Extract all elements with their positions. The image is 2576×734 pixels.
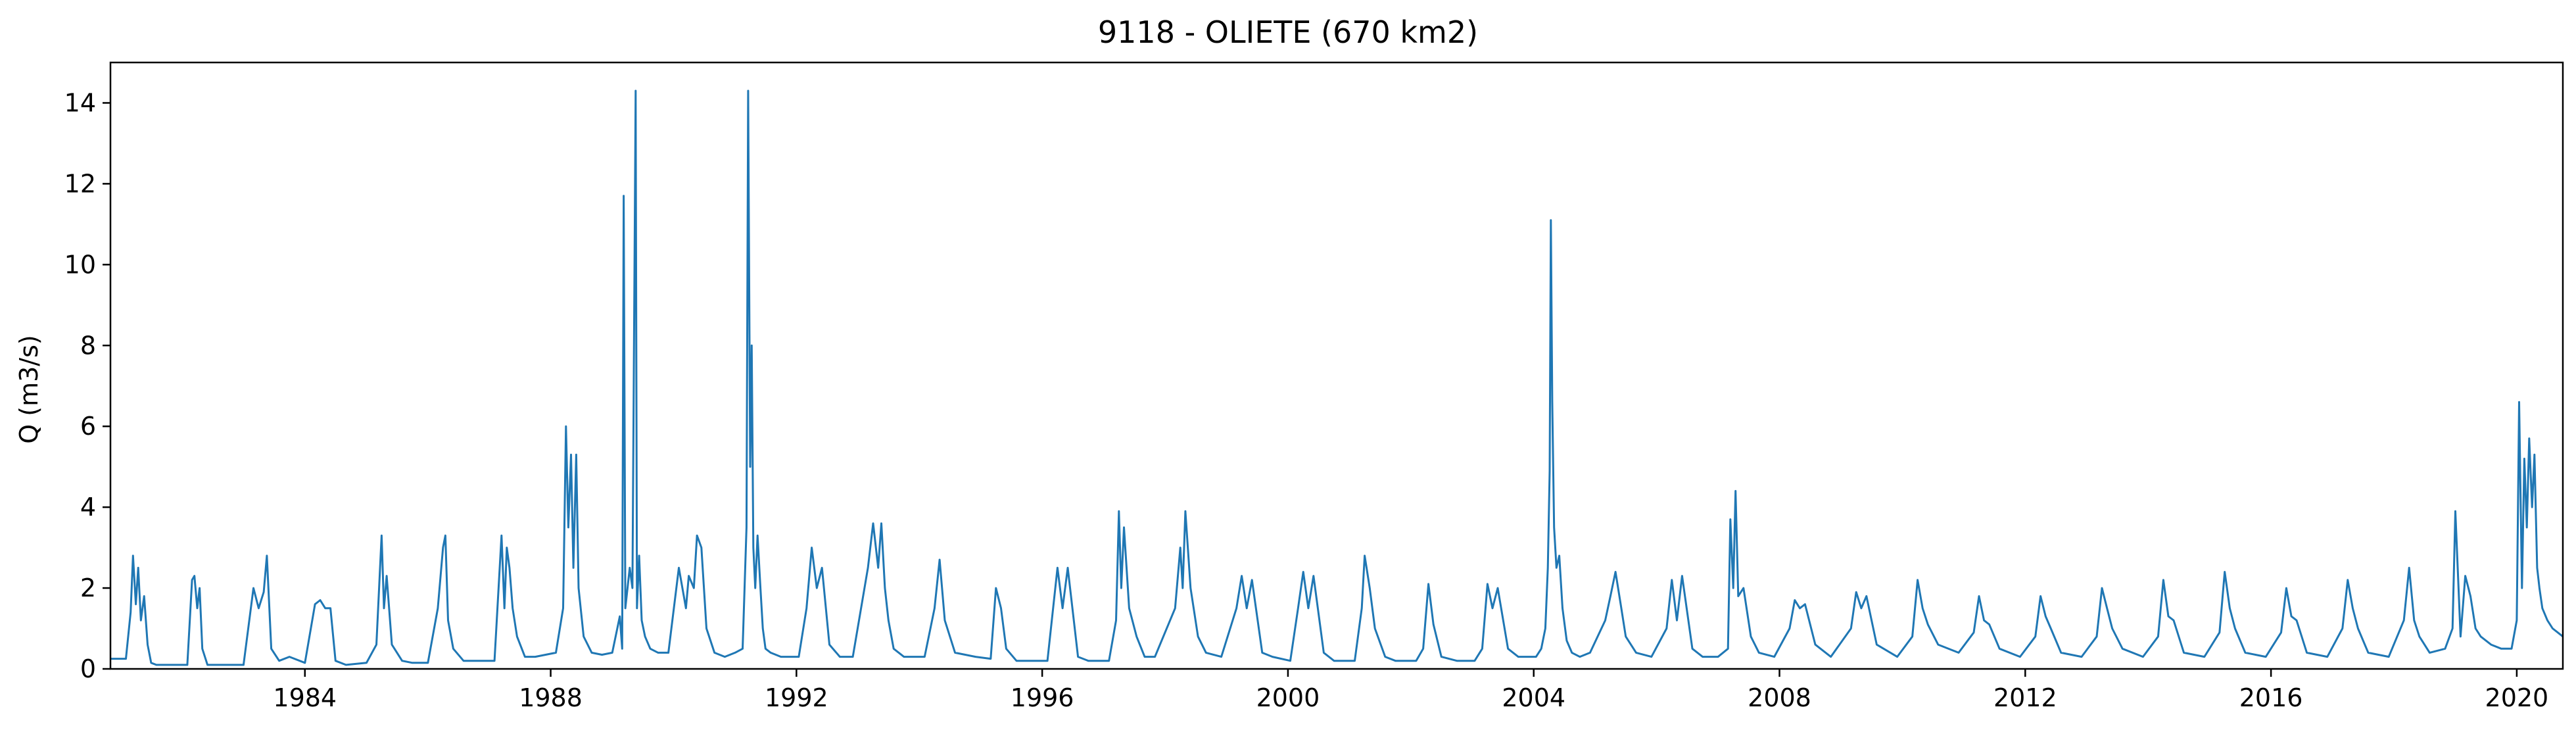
y-tick-label: 2 — [80, 574, 96, 602]
y-tick-label: 6 — [80, 412, 96, 441]
x-tick-label: 1984 — [273, 683, 337, 712]
x-tick-label: 2016 — [2239, 683, 2303, 712]
x-tick-label: 1992 — [765, 683, 828, 712]
y-tick-label: 4 — [80, 493, 96, 522]
x-tick-label: 2000 — [1256, 683, 1320, 712]
x-tick-label: 2008 — [1748, 683, 1811, 712]
x-tick-label: 2020 — [2485, 683, 2549, 712]
y-tick-label: 10 — [64, 250, 96, 279]
x-tick-label: 1988 — [519, 683, 583, 712]
y-tick-label: 0 — [80, 654, 96, 683]
x-tick-label: 2004 — [1502, 683, 1565, 712]
y-axis-label: Q (m3/s) — [14, 335, 43, 443]
y-tick-label: 14 — [64, 88, 96, 117]
y-tick-label: 12 — [64, 169, 96, 198]
x-tick-label: 1996 — [1011, 683, 1074, 712]
y-tick-label: 8 — [80, 331, 96, 360]
series-line-0 — [110, 89, 2564, 666]
plot-area: 0 2 4 6 8 10 12 14 1984 1988 1992 1996 2000 2004 2008 2… — [64, 88, 2564, 712]
plot-frame — [109, 61, 2564, 670]
chart-title: 9118 - OLIETE (670 km2) — [1098, 14, 1478, 50]
x-tick-label: 2012 — [1993, 683, 2057, 712]
